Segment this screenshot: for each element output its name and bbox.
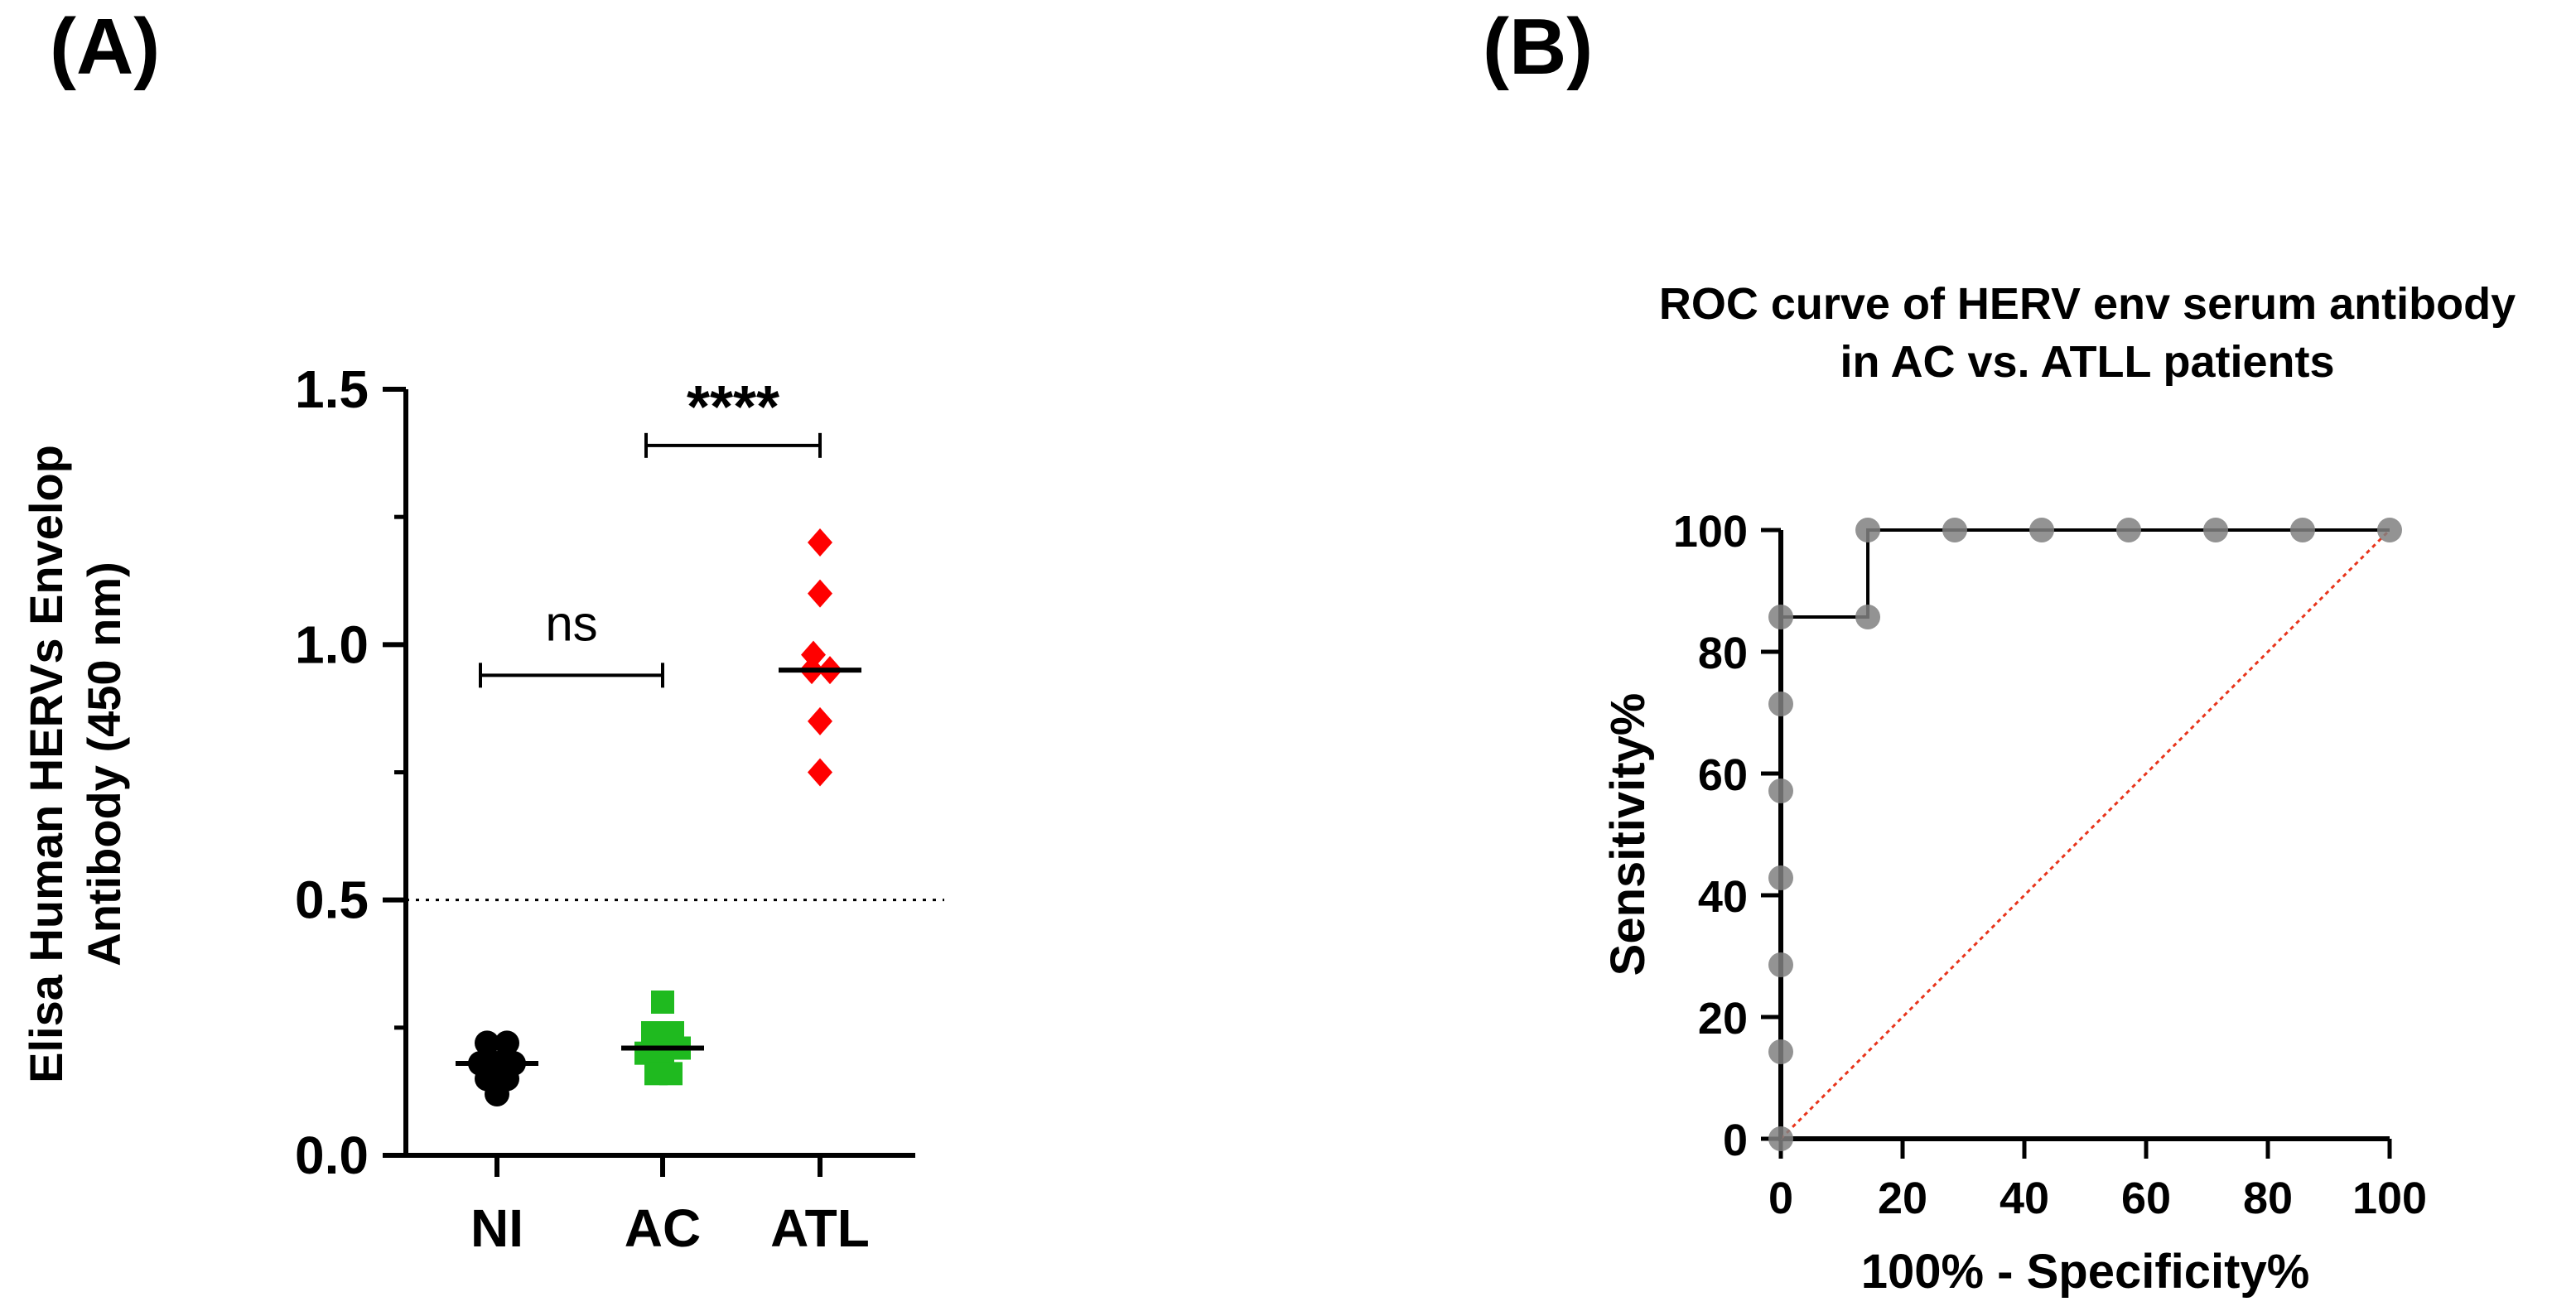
b-title: ROC curve of HERV env serum antibody <box>1659 279 2516 329</box>
b-roc-point <box>1855 518 1881 542</box>
a-y-label-line1: Elisa Human HERVs Envelop <box>20 445 72 1083</box>
b-roc-point <box>2377 518 2402 542</box>
b-y-tick-label: 0 <box>1723 1116 1748 1165</box>
b-roc-point <box>1768 691 1793 716</box>
a-point-atl <box>808 528 832 557</box>
a-point-ac <box>641 1021 664 1044</box>
b-y-tick-label: 40 <box>1698 872 1748 922</box>
b-y-tick-label: 100 <box>1673 507 1748 557</box>
a-point-ni <box>494 1030 519 1056</box>
b-roc-point <box>1768 952 1793 978</box>
panel-b-label: (B) <box>1483 2 1594 91</box>
b-y-tick-label: 80 <box>1698 629 1748 678</box>
panel-a-label: (A) <box>50 2 161 91</box>
a-point-ac <box>659 1062 683 1086</box>
a-significance-label: **** <box>687 374 779 441</box>
b-roc-point <box>1855 605 1881 630</box>
b-roc-point <box>1942 518 1967 542</box>
a-y-tick-label: 0.0 <box>295 1126 369 1185</box>
b-x-tick-label: 80 <box>2243 1174 2293 1223</box>
a-point-ac <box>651 991 674 1014</box>
a-point-atl <box>808 758 832 787</box>
a-y-tick-label: 1.0 <box>295 615 369 674</box>
a-y-label-line2: Antibody (450 nm) <box>78 562 130 966</box>
a-y-tick-label: 0.5 <box>295 870 369 930</box>
b-x-tick-label: 60 <box>2121 1174 2171 1223</box>
b-roc-point <box>1768 779 1793 804</box>
a-point-atl <box>808 579 832 608</box>
b-reference-line <box>1779 528 2391 1140</box>
b-y-axis-label: Sensitivity% <box>1601 693 1655 976</box>
a-point-ac <box>651 1041 674 1065</box>
b-roc-point <box>1768 1039 1793 1064</box>
a-point-atl <box>808 706 832 735</box>
b-roc-point <box>1768 865 1793 890</box>
b-y-tick-label: 60 <box>1698 750 1748 800</box>
b-roc-point <box>1768 1126 1793 1151</box>
b-x-axis-label: 100% - Specificity% <box>1861 1245 2310 1299</box>
a-significance-label: ns <box>545 595 597 651</box>
b-roc-point <box>1768 605 1793 630</box>
a-y-tick-label: 1.5 <box>295 359 369 419</box>
a-x-tick-label: ATL <box>770 1198 870 1258</box>
b-x-tick-label: 0 <box>1768 1174 1793 1223</box>
a-point-ni <box>475 1030 499 1056</box>
a-y-axis-label: Elisa Human HERVs Envelop Antibody (450 n… <box>20 445 130 1083</box>
b-roc-point <box>2029 518 2055 542</box>
chart-a: 0.0 0.5 1.0 1.5 NI AC ATL Elisa Human HERVs Env… <box>20 359 944 1258</box>
a-x-tick-label: NI <box>470 1198 523 1258</box>
b-x-tick-label: 20 <box>1878 1174 1927 1223</box>
b-subtitle: in AC vs. ATLL patients <box>1840 337 2334 387</box>
chart-b: ROC curve of HERV env serum antibody in A… <box>1601 279 2516 1299</box>
a-point-ni <box>485 1082 509 1106</box>
b-roc-point <box>2115 518 2141 542</box>
b-x-tick-label: 40 <box>2000 1174 2049 1223</box>
a-x-tick-label: AC <box>625 1198 701 1258</box>
b-y-tick-label: 20 <box>1698 994 1748 1044</box>
b-x-tick-label: 100 <box>2352 1174 2427 1223</box>
b-roc-point <box>2289 518 2315 542</box>
b-roc-point <box>2203 518 2229 542</box>
